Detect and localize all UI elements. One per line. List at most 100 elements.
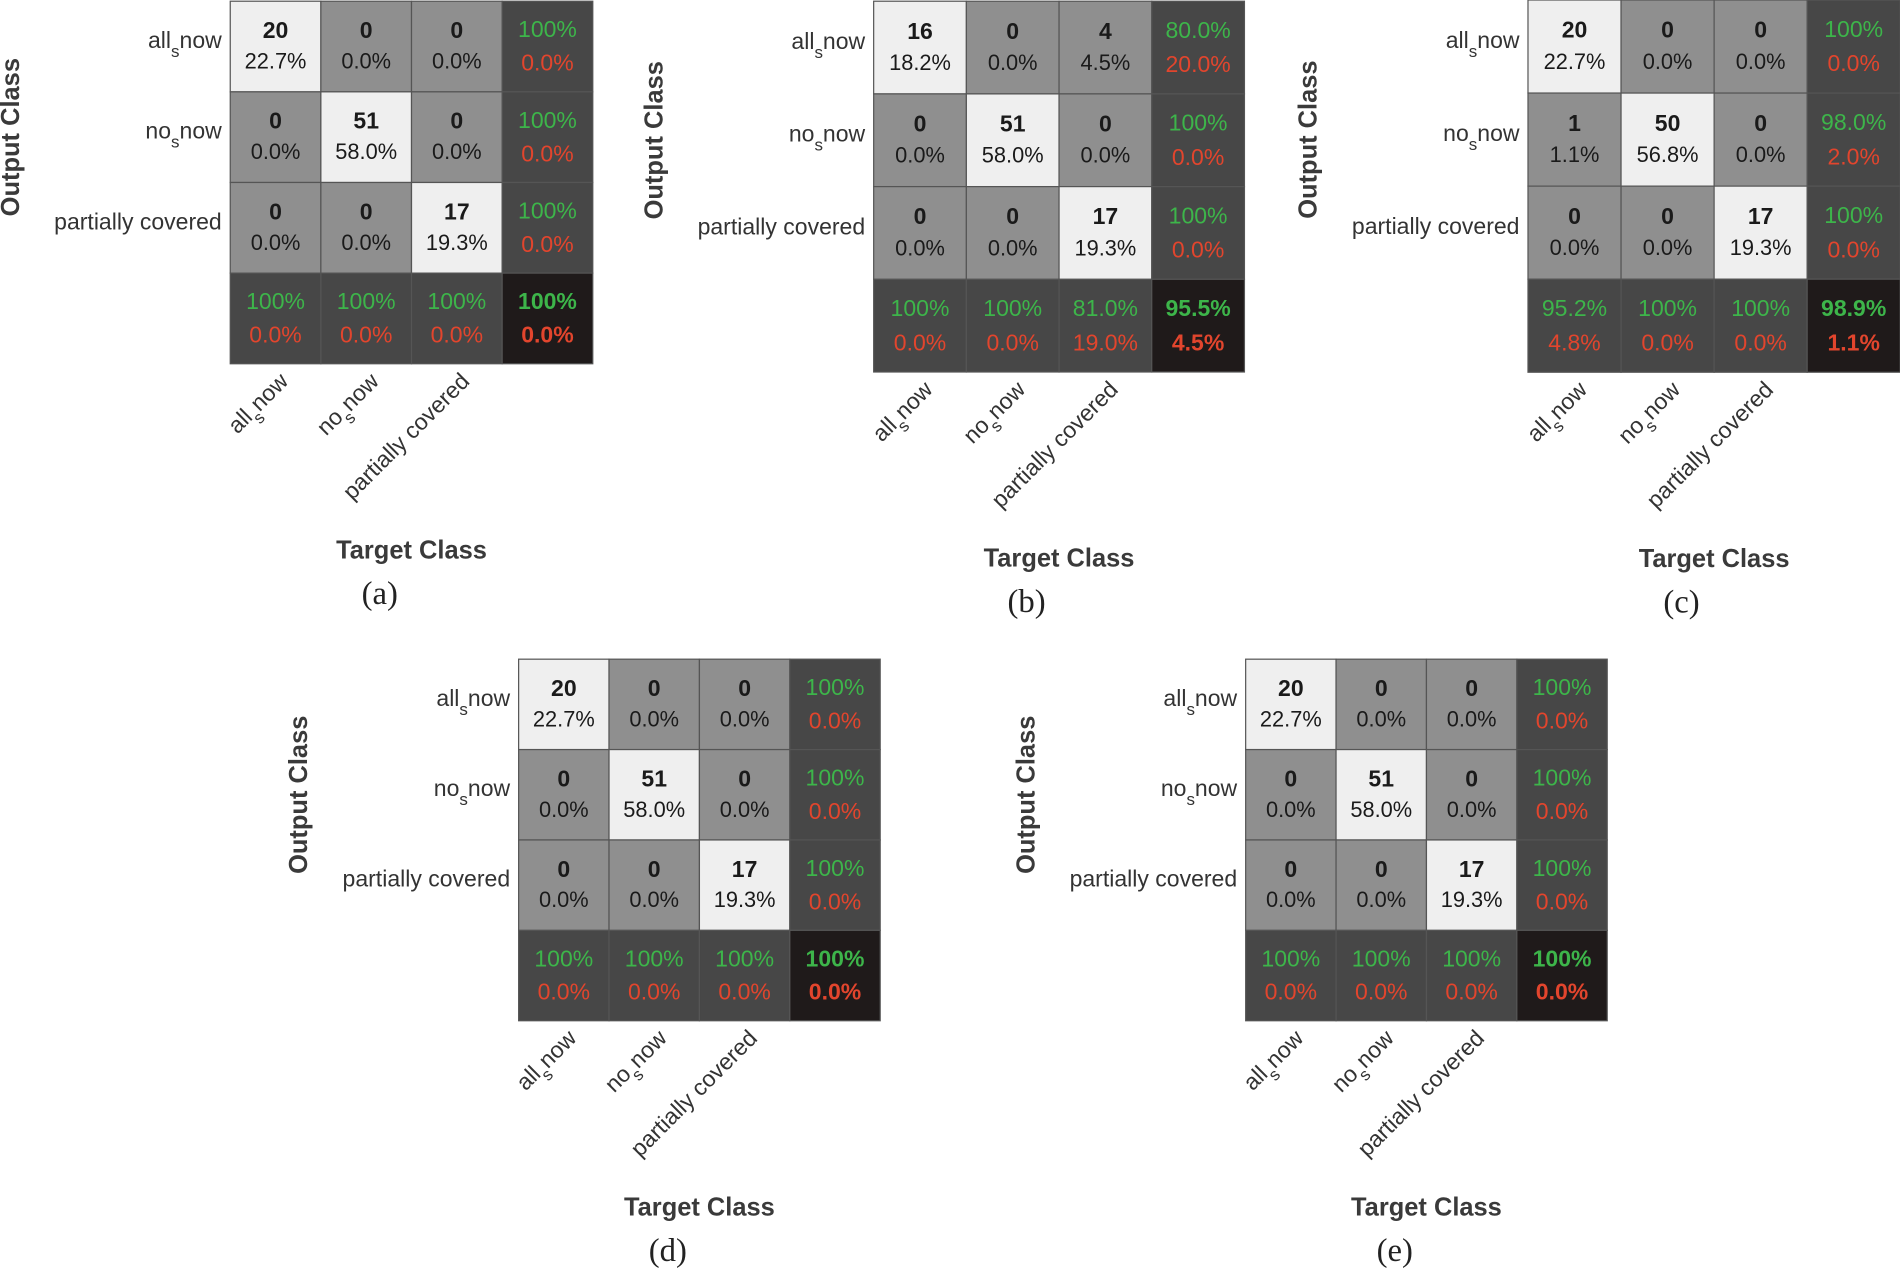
row-summary-correct: 80.0% xyxy=(1165,17,1230,43)
label-part: now xyxy=(335,367,384,416)
label-part: no xyxy=(434,775,460,801)
cell xyxy=(410,0,503,93)
row-summary-correct: 100% xyxy=(1824,202,1883,228)
col-summary xyxy=(410,272,503,365)
col-summary-correct: 81.0% xyxy=(1073,295,1138,321)
row-summary-error: 0.0% xyxy=(521,50,573,76)
cell-count: 0 xyxy=(360,198,373,224)
row-summary-correct: 100% xyxy=(518,197,577,223)
label-part: now xyxy=(982,376,1031,425)
col-summary-correct: 100% xyxy=(1261,945,1320,971)
cell xyxy=(1245,748,1337,841)
cell-percent: 22.7% xyxy=(533,706,595,731)
row-summary-error: 0.0% xyxy=(1172,144,1224,170)
cell xyxy=(608,748,701,841)
cell-percent: 58.0% xyxy=(982,143,1044,168)
row-summary xyxy=(1151,185,1246,280)
cell xyxy=(410,91,503,184)
label-part: now xyxy=(889,376,938,425)
cell xyxy=(873,0,967,95)
cell-percent: 0.0% xyxy=(720,706,770,731)
row-summary xyxy=(1151,93,1246,188)
cell-count: 0 xyxy=(1465,675,1478,701)
col-summary xyxy=(608,929,701,1022)
cell xyxy=(965,93,1060,188)
cell-percent: 19.3% xyxy=(1730,235,1792,260)
cell-count: 17 xyxy=(1459,856,1485,882)
class-label: nosnow xyxy=(1613,376,1691,454)
overall xyxy=(501,272,594,365)
col-summary-correct: 100% xyxy=(891,295,950,321)
cell-percent: 56.8% xyxy=(1637,142,1699,167)
row-summary-error: 0.0% xyxy=(809,888,861,914)
label-part: now xyxy=(180,118,223,144)
x-axis-title: Target Class xyxy=(984,545,1135,573)
label-part: no xyxy=(958,412,994,448)
class-label: allsnow xyxy=(148,27,222,61)
cell-count: 20 xyxy=(1562,17,1588,43)
subscript: s xyxy=(1186,700,1194,719)
cell-percent: 0.0% xyxy=(895,143,945,168)
y-axis-title: Output Class xyxy=(1012,716,1040,874)
overall-error: 0.0% xyxy=(1536,979,1588,1005)
panel-label: (a) xyxy=(362,576,398,612)
row-summary xyxy=(1516,658,1608,751)
row-summary-error: 0.0% xyxy=(1827,236,1879,262)
label-part: now xyxy=(1477,27,1520,53)
label-part: now xyxy=(245,367,294,416)
confusion-matrix: 20 22.7% 0 0.0% 0 0.0% 1 1.1% 50 56.8% 0 0.0% 0 0.0% 0… xyxy=(1295,0,1900,620)
cell xyxy=(873,93,967,188)
label-part: no xyxy=(789,121,815,147)
panel-label: (e) xyxy=(1377,1233,1413,1269)
label-part: now xyxy=(468,775,511,801)
cell-count: 0 xyxy=(648,856,661,882)
cell xyxy=(518,748,610,841)
col-summary-correct: 100% xyxy=(983,295,1042,321)
row-summary-error: 0.0% xyxy=(809,798,861,824)
cell-percent: 0.0% xyxy=(1266,797,1316,822)
cell-count: 17 xyxy=(732,856,758,882)
cell-percent: 0.0% xyxy=(1736,142,1786,167)
cell xyxy=(1335,748,1428,841)
overall-error: 0.0% xyxy=(521,322,573,348)
label-part: partially covered xyxy=(1070,866,1238,892)
col-summary-error: 0.0% xyxy=(628,979,680,1005)
cell-count: 20 xyxy=(1278,675,1304,701)
cell xyxy=(229,91,322,184)
col-summary-error: 0.0% xyxy=(249,322,301,348)
cell xyxy=(1058,93,1153,188)
cell-percent: 0.0% xyxy=(1447,797,1497,822)
cell-count: 0 xyxy=(450,17,463,43)
class-label: nosnow xyxy=(1161,775,1238,809)
col-summary-error: 0.0% xyxy=(894,329,946,355)
panel-label: (c) xyxy=(1663,584,1699,620)
overall xyxy=(1151,278,1246,373)
label-part: no xyxy=(1161,775,1187,801)
cell-count: 1 xyxy=(1568,110,1581,136)
col-summary-correct: 100% xyxy=(1731,295,1790,321)
cell-count: 0 xyxy=(269,108,282,134)
label-part: no xyxy=(1443,120,1469,146)
cell-count: 20 xyxy=(263,17,289,43)
cell-percent: 0.0% xyxy=(1081,143,1131,168)
class-label: partially covered xyxy=(1070,866,1238,892)
label-part: now xyxy=(823,121,866,147)
cell-count: 4 xyxy=(1099,18,1112,44)
label-part: now xyxy=(533,1024,582,1073)
panel-label: (b) xyxy=(1008,584,1046,620)
cell-percent: 0.0% xyxy=(539,797,589,822)
cell xyxy=(1620,92,1715,187)
row-summary-correct: 100% xyxy=(518,16,577,42)
col-summary-error: 0.0% xyxy=(340,322,392,348)
cell xyxy=(229,181,322,274)
overall xyxy=(1516,929,1608,1022)
label-part: all xyxy=(791,28,814,54)
cell-percent: 4.5% xyxy=(1081,50,1131,75)
col-summary-correct: 100% xyxy=(534,945,593,971)
cell-percent: 22.7% xyxy=(245,49,307,74)
cell-count: 51 xyxy=(641,765,667,791)
row-summary xyxy=(501,181,594,274)
col-summary-error: 0.0% xyxy=(538,979,590,1005)
